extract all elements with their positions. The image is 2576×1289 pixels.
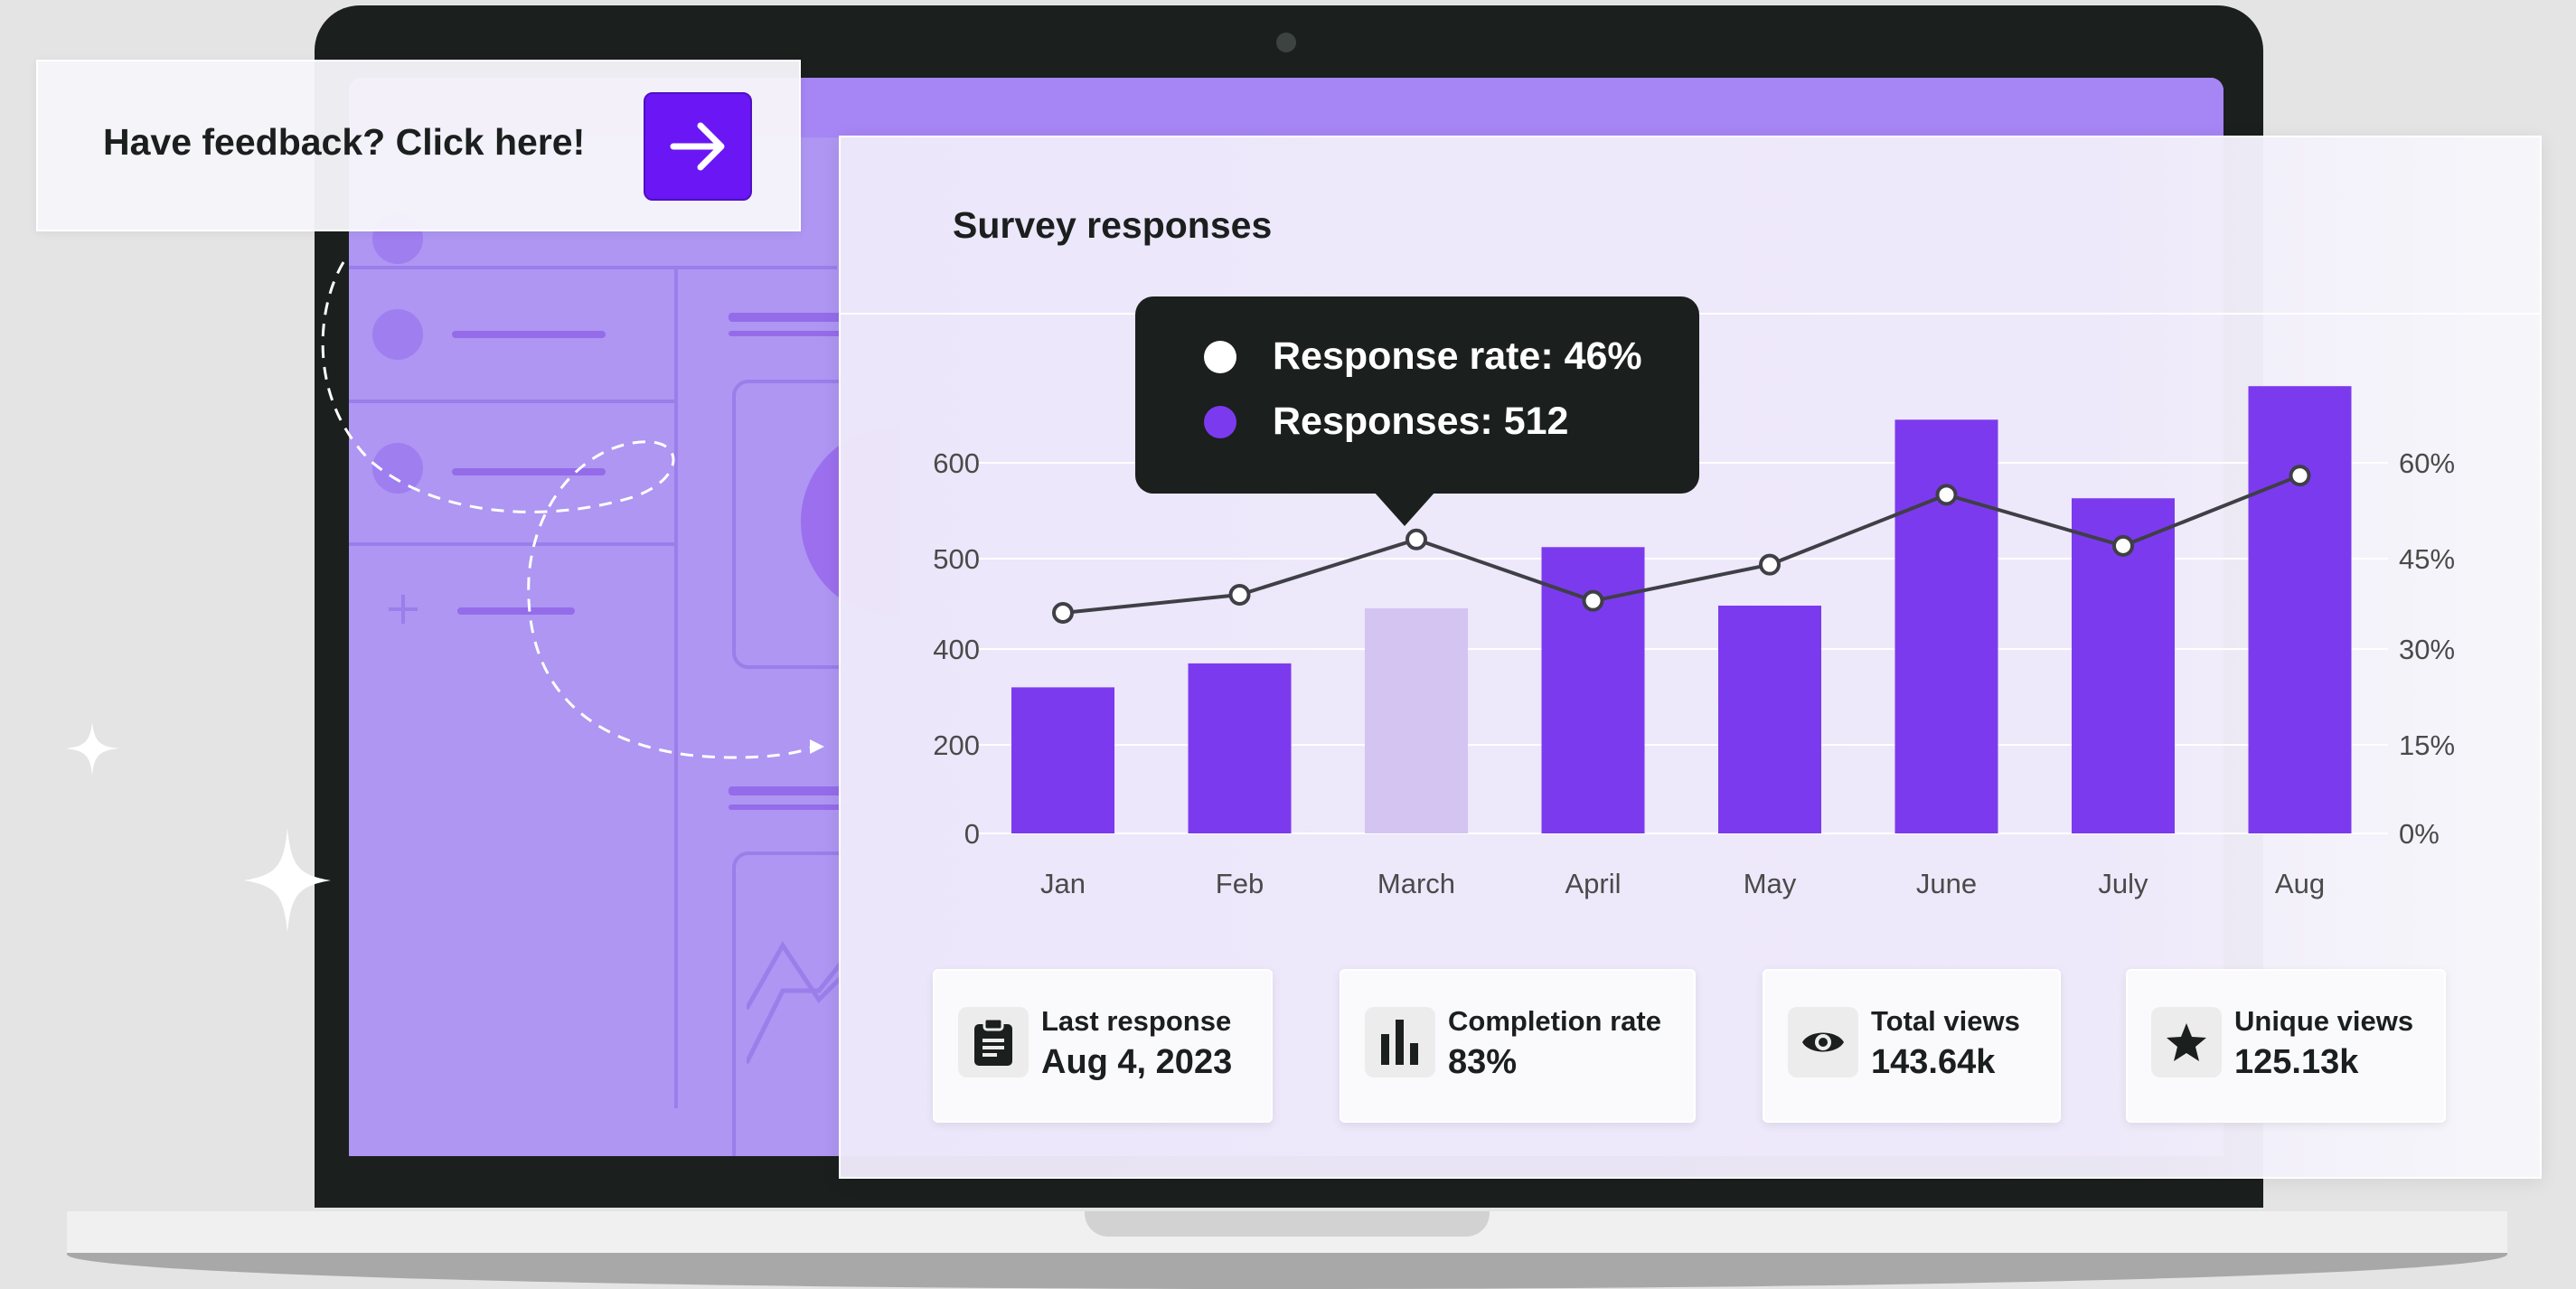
- y-axis-right-tick-label: 60%: [2399, 447, 2455, 479]
- clipboard-icon: [958, 1007, 1029, 1077]
- response-rate-point: [2112, 534, 2134, 557]
- y-axis-left-tick-label: 500: [933, 543, 980, 575]
- screen-sparkline: [747, 941, 855, 1065]
- screen-divider: [674, 268, 678, 1108]
- stat-card-last-response[interactable]: Last response Aug 4, 2023: [933, 969, 1273, 1123]
- y-axis-left-tick-label: 200: [933, 729, 980, 761]
- x-axis-tick-label: Feb: [1216, 868, 1264, 899]
- white-dot-icon: [1204, 340, 1236, 373]
- sparkle-icon: [244, 828, 331, 933]
- tooltip-responses-text: Responses: 512: [1273, 400, 1569, 443]
- arrow-right-icon: [670, 122, 725, 171]
- stat-label: Total views: [1871, 1005, 2020, 1037]
- y-axis-right-tick-label: 30%: [2399, 634, 2455, 665]
- x-axis-tick-label: March: [1377, 868, 1455, 899]
- y-axis-right-tick-label: 15%: [2399, 729, 2455, 761]
- y-axis-left-tick-label: 0: [964, 818, 980, 850]
- x-axis-tick-label: May: [1744, 868, 1797, 899]
- stat-value: 143.64k: [1871, 1043, 1996, 1081]
- purple-dot-icon: [1204, 405, 1236, 438]
- screen-line: [729, 804, 846, 810]
- stat-value: 125.13k: [2234, 1043, 2359, 1081]
- screen-line: [729, 786, 846, 795]
- chart-bar: [1188, 663, 1292, 833]
- x-axis-tick-label: April: [1565, 868, 1621, 899]
- response-rate-point: [1406, 528, 1427, 550]
- eye-icon: [1788, 1007, 1858, 1077]
- tooltip-responses-row: Responses: 512: [1204, 400, 1568, 444]
- x-axis-tick-label: July: [2098, 868, 2148, 899]
- y-axis-left-tick-label: 600: [933, 447, 980, 479]
- feedback-text: Have feedback? Click here!: [103, 121, 586, 163]
- screen-avatar: [372, 309, 423, 360]
- stat-label: Last response: [1041, 1005, 1232, 1037]
- response-rate-point: [1935, 484, 1958, 506]
- survey-panel: Survey responses 0 200 400 500 600 0% 15% 30% 45…: [839, 136, 2542, 1179]
- y-axis-right-tick-label: 45%: [2399, 543, 2455, 575]
- screen-divider: [349, 542, 678, 546]
- response-rate-point: [1052, 602, 1074, 624]
- stat-card-total-views[interactable]: Total views 143.64k: [1763, 969, 2061, 1123]
- x-axis-tick-label: June: [1916, 868, 1977, 899]
- response-rate-point: [2289, 465, 2311, 487]
- screen-divider: [349, 266, 837, 269]
- stat-card-completion-rate[interactable]: Completion rate 83%: [1340, 969, 1696, 1123]
- sparkle-icon: [65, 721, 119, 776]
- chart-bar: [1718, 606, 1821, 833]
- camera-icon: [1276, 33, 1296, 52]
- screen-divider: [349, 400, 678, 403]
- response-rate-point: [1228, 584, 1251, 606]
- x-axis-tick-label: Aug: [2275, 868, 2325, 899]
- response-rate-line: [1062, 474, 2301, 615]
- feedback-card[interactable]: Have feedback? Click here!: [36, 60, 801, 231]
- survey-chart: 0 200 400 500 600 0% 15% 30% 45% 60% Jan Feb March Ap…: [933, 386, 2455, 899]
- chart-tooltip: Response rate: 46% Responses: 512: [1135, 296, 1699, 526]
- screen-line: [452, 468, 606, 475]
- chart-bar: [1365, 608, 1468, 833]
- y-axis-left-tick-label: 400: [933, 634, 980, 665]
- plus-icon: [389, 595, 418, 624]
- tooltip-rate-row: Response rate: 46%: [1204, 334, 1642, 379]
- bar-chart-icon: [1365, 1007, 1435, 1077]
- x-axis-tick-label: Jan: [1040, 868, 1086, 899]
- screen-line: [457, 607, 575, 615]
- stat-value: 83%: [1448, 1043, 1518, 1081]
- stat-label: Unique views: [2234, 1005, 2414, 1037]
- response-rate-point: [1759, 553, 1781, 576]
- chart-bar: [2248, 386, 2352, 833]
- y-axis-right-tick-label: 0%: [2399, 818, 2440, 850]
- stat-label: Completion rate: [1448, 1005, 1661, 1037]
- chart-bar: [1894, 419, 1998, 833]
- stat-value: Aug 4, 2023: [1041, 1043, 1233, 1081]
- star-icon: [2151, 1007, 2222, 1077]
- tooltip-pointer: [1374, 492, 1435, 526]
- screen-line: [729, 331, 846, 336]
- panel-title: Survey responses: [953, 204, 1273, 246]
- stat-card-unique-views[interactable]: Unique views 125.13k: [2126, 969, 2446, 1123]
- feedback-button[interactable]: [644, 92, 752, 201]
- screen-line: [729, 313, 846, 322]
- laptop-notch: [1085, 1211, 1490, 1237]
- chart-bar: [1011, 687, 1114, 833]
- response-rate-point: [1582, 589, 1604, 612]
- screen-line: [452, 331, 606, 338]
- tooltip-rate-text: Response rate: 46%: [1273, 334, 1642, 378]
